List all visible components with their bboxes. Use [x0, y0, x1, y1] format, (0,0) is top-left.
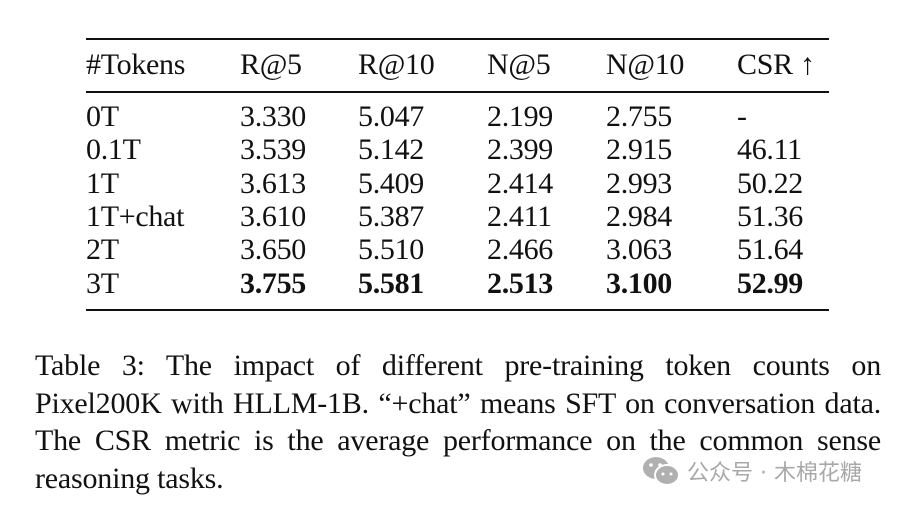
- table-cell: 3.755: [240, 266, 307, 300]
- table-cell: 2.993: [606, 166, 673, 200]
- column-header: N@10: [606, 48, 685, 81]
- table-cell: 46.11: [737, 133, 802, 167]
- table-cell: 2.755: [606, 100, 673, 133]
- wechat-icon: [643, 457, 680, 486]
- table-cell: 5.510: [358, 233, 425, 267]
- table-cell: 2.984: [606, 199, 673, 233]
- row-label: 3T: [86, 266, 119, 300]
- table-cell: 51.36: [737, 199, 804, 233]
- row-label: 0.1T: [86, 133, 141, 167]
- table-cell: 2.199: [487, 100, 554, 133]
- column-header: #Tokens: [86, 48, 186, 81]
- table-cell: 3.063: [606, 233, 673, 267]
- table-cell: 3.539: [240, 133, 307, 167]
- column-header: N@5: [487, 48, 551, 81]
- table-cell: 3.650: [240, 233, 307, 267]
- row-label: 2T: [86, 233, 119, 267]
- table-caption: Table 3: The impact of different pre-tra…: [35, 349, 881, 495]
- column-header: CSR ↑: [737, 48, 815, 81]
- column-header: R@10: [358, 48, 435, 81]
- table-cell: -: [737, 100, 747, 133]
- table-cell: 3.613: [240, 166, 307, 200]
- table-mid-rule: [86, 91, 829, 93]
- table-bottom-rule: [86, 309, 829, 311]
- table-cell: 2.399: [487, 133, 554, 167]
- table-cell: 5.581: [358, 266, 425, 300]
- table-cell: 5.047: [358, 100, 425, 133]
- table-cell: 52.99: [737, 266, 804, 300]
- table-cell: 2.915: [606, 133, 673, 167]
- table-cell: 2.466: [487, 233, 554, 267]
- table-cell: 5.142: [358, 133, 425, 167]
- table-cell: 3.610: [240, 199, 307, 233]
- table-cell: 50.22: [737, 166, 804, 200]
- column-header: R@5: [240, 48, 302, 81]
- table-cell: 2.411: [487, 199, 552, 233]
- watermark: 公众号 · 木棉花糖: [641, 455, 862, 487]
- table-cell: 2.513: [487, 266, 554, 300]
- row-label: 1T: [86, 166, 119, 200]
- table-cell: 5.387: [358, 199, 425, 233]
- table-cell: 5.409: [358, 166, 425, 200]
- watermark-text: 公众号 · 木棉花糖: [687, 461, 862, 486]
- row-label: 1T+chat: [86, 199, 185, 233]
- table-cell: 2.414: [487, 166, 554, 200]
- row-label: 0T: [86, 100, 119, 133]
- table-cell: 51.64: [737, 233, 804, 267]
- table-cell: 3.330: [240, 100, 307, 133]
- table-cell: 3.100: [606, 266, 673, 300]
- table-top-rule: [86, 38, 829, 40]
